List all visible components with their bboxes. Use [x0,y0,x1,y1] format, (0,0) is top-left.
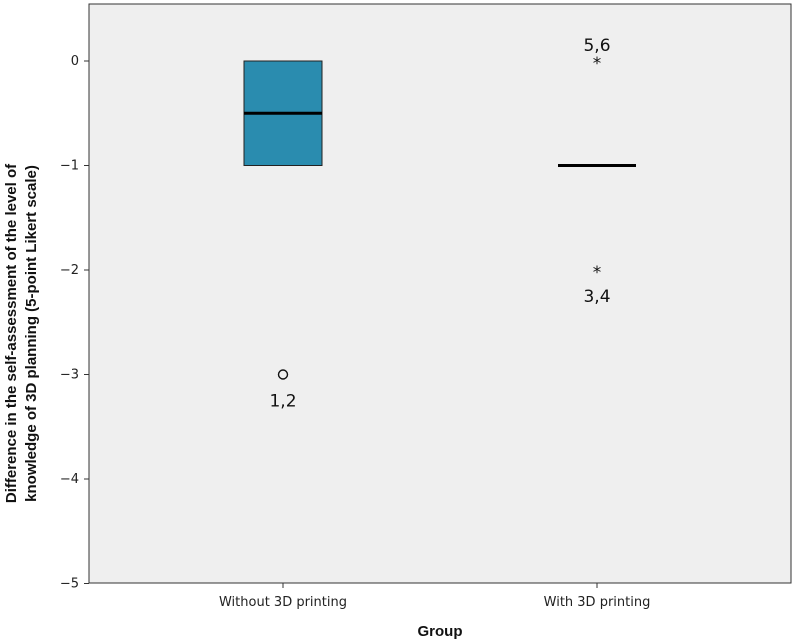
outlier-star: * [593,263,602,283]
plot-area [88,3,792,584]
y-tick-label: −4 [60,472,79,487]
outliers: 1,2*5,6*3,4 [269,36,610,412]
y-tick-label: −2 [60,263,79,278]
y-axis-title: Difference in the self-assessment of the… [3,163,40,503]
y-tick-label: −3 [60,368,79,383]
boxes [243,60,636,167]
y-tick-label: −1 [60,159,79,174]
y-axis: 0 −1 −2 −3 −4 −5 [60,54,89,592]
outlier-label: 5,6 [583,36,610,56]
x-axis-title: Group [418,623,463,640]
box-group [243,60,323,166]
outlier-circle [277,369,289,380]
outlier-star: * [593,54,602,74]
outlier-label: 3,4 [583,287,610,307]
x-axis: Without 3D printing With 3D printing [219,583,650,610]
y-tick-label: −5 [60,577,79,592]
y-axis-title-line: knowledge of 3D planning (5-point Likert… [23,165,40,502]
outlier-label: 1,2 [269,392,296,412]
x-tick-label: With 3D printing [544,595,651,610]
x-tick-label: Without 3D printing [219,595,347,610]
y-tick-label: 0 [71,54,79,69]
y-axis-title-line: Difference in the self-assessment of the… [3,163,20,503]
